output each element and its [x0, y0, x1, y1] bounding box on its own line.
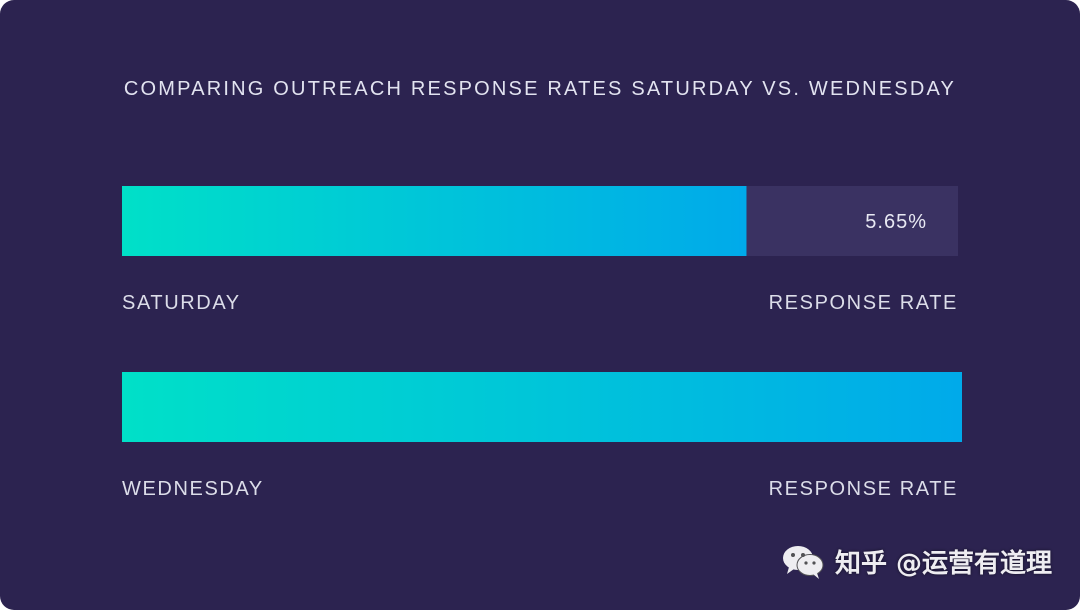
axis-label-saturday: RESPONSE RATE [769, 292, 958, 314]
bar-saturday [122, 186, 747, 256]
chart-title: COMPARING OUTREACH RESPONSE RATES SATURD… [124, 78, 956, 100]
wechat-icon [782, 546, 824, 579]
category-label-saturday: SATURDAY [122, 292, 241, 314]
axis-label-wednesday: RESPONSE RATE [769, 478, 958, 500]
bars-layer: 5.65% SATURDAY RESPONSE RATE WEDNESDAY RESPO… [122, 186, 962, 500]
bar-wednesday [122, 372, 962, 442]
watermark: 知乎 @运营有道理 [781, 542, 1052, 580]
watermark-text: 知乎 @运营有道理 [834, 548, 1052, 579]
value-label-saturday: 5.65% [865, 211, 927, 233]
category-label-wednesday: WEDNESDAY [122, 478, 264, 500]
